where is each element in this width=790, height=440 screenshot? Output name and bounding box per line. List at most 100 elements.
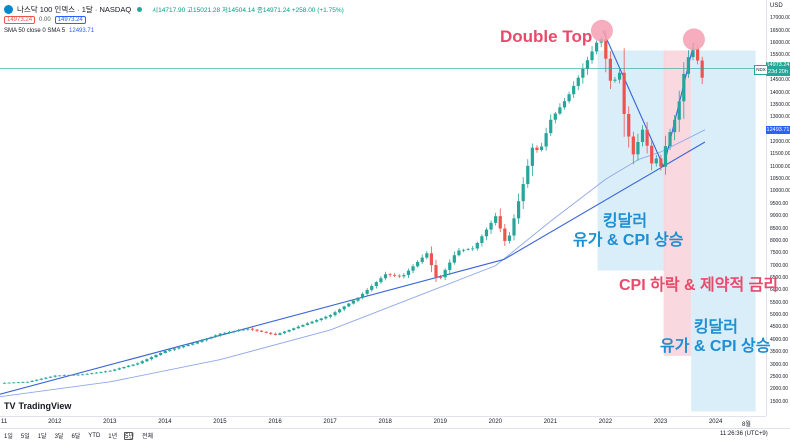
candle-body: [67, 375, 71, 376]
sma-label: SMA 50 close 0 SMA 5: [4, 28, 66, 34]
y-tick-label: 4000.00: [770, 336, 789, 343]
king-dollar-zone-2[interactable]: [691, 50, 756, 412]
candle-body: [90, 373, 94, 374]
indicator-legend[interactable]: SMA 50 close 0 SMA 5 12493.71: [4, 28, 94, 34]
symbol-title[interactable]: 나스닥 100 인덱스 · 1달 · NASDAQ: [17, 4, 132, 14]
timeframe-button[interactable]: 5일: [20, 434, 30, 440]
candle-body: [695, 48, 700, 61]
y-tick-label: 15500.00: [770, 52, 790, 59]
y-tick-label: 10000.00: [770, 188, 790, 195]
candle-body: [484, 229, 489, 237]
timeframe-button[interactable]: 1년: [108, 434, 118, 440]
first-top-marker[interactable]: [590, 19, 613, 42]
x-tick-label: 8월: [741, 422, 751, 428]
candle-body: [319, 318, 323, 321]
clock-readout[interactable]: 11:26:36 (UTC+9): [720, 431, 768, 437]
candle-body: [443, 269, 447, 278]
timeframe-button[interactable]: 1일: [4, 434, 13, 440]
candle-body: [209, 336, 213, 339]
candle-body: [549, 119, 553, 134]
trend-line[interactable]: [602, 30, 665, 167]
timeframe-button[interactable]: YTD: [88, 432, 101, 439]
y-tick-label: 5500.00: [770, 299, 789, 306]
calendar-icon[interactable]: [124, 432, 133, 440]
candle-body: [682, 73, 686, 102]
x-tick-label: 2019: [433, 419, 447, 425]
candle-body: [539, 146, 544, 150]
buy-price-box[interactable]: 14973.24: [54, 16, 86, 24]
x-tick-label: 2021: [543, 419, 558, 425]
candle-body: [581, 68, 585, 78]
sma-line[interactable]: [0, 129, 706, 398]
x-tick-label: 2017: [323, 419, 337, 425]
candle-body: [131, 364, 135, 366]
y-tick-label: 11000.00: [770, 163, 790, 170]
candle-body: [535, 147, 539, 150]
candle-body: [2, 382, 7, 384]
candle-body: [232, 331, 236, 332]
candle-body: [590, 51, 594, 61]
y-tick-label: 7500.00: [770, 250, 789, 257]
candle-body: [691, 48, 695, 58]
timeframe-button[interactable]: 3달: [54, 434, 64, 440]
candle-body: [58, 375, 62, 377]
time-axis[interactable]: 11 2012 2013 2014 2015 2016 2017 2018 2019 2020 20…: [0, 416, 766, 429]
x-tick-label: 2014: [158, 419, 172, 425]
second-top-marker[interactable]: [682, 28, 705, 51]
y-tick-label: 16000.00: [770, 40, 790, 47]
candle-body: [7, 382, 11, 384]
x-tick-label: 2024: [708, 419, 723, 425]
candle-body: [273, 333, 277, 335]
candle-body: [494, 216, 498, 223]
candle-body: [379, 278, 383, 283]
sell-price-box[interactable]: 14973.24: [4, 16, 36, 24]
tradingview-logo-icon: TV: [4, 401, 16, 411]
candle-body: [402, 275, 406, 277]
candle-body: [507, 235, 512, 241]
candle-body: [420, 257, 424, 262]
trend-line[interactable]: [0, 141, 706, 395]
candle-body: [700, 60, 704, 78]
candle-body: [255, 329, 259, 331]
header: 나스닥 100 인덱스 · 1달 · NASDAQ 시14717.90 고150…: [0, 0, 760, 40]
cpi-down-zone[interactable]: [663, 50, 692, 356]
timeframe-button[interactable]: 1달: [37, 434, 47, 440]
king-dollar-zone-1[interactable]: [597, 50, 666, 271]
oil-cpi-text-1: 유가 & CPI 상승: [573, 232, 684, 249]
candle-body: [264, 331, 268, 333]
candle-body: [122, 367, 126, 369]
candle-body: [640, 129, 645, 142]
candle-body: [393, 274, 397, 276]
candle-body: [654, 158, 658, 164]
candle-body: [200, 340, 204, 342]
y-tick-label: 5000.00: [770, 312, 789, 319]
candle-body: [347, 303, 351, 307]
candle-body: [397, 275, 401, 277]
candle-body: [195, 341, 199, 344]
candle-body: [39, 378, 43, 380]
currency-label[interactable]: USD: [770, 3, 783, 9]
last-price-countdown: 23d 20h: [768, 68, 788, 75]
symbol-row[interactable]: 나스닥 100 인덱스 · 1달 · NASDAQ 시14717.90 고150…: [4, 3, 344, 15]
candle-body: [489, 222, 493, 230]
candle-body: [16, 382, 20, 384]
y-tick-label: 8000.00: [770, 237, 789, 244]
y-tick-label: 9000.00: [770, 213, 789, 220]
timeframe-button[interactable]: 5년: [125, 434, 135, 440]
candle-body: [595, 42, 599, 52]
candle-body: [576, 77, 580, 86]
x-tick-label: 2013: [103, 419, 117, 425]
candle-body: [108, 370, 112, 372]
candle-body: [471, 248, 475, 250]
candle-body: [259, 330, 264, 332]
timeframe-button[interactable]: 6달: [71, 434, 81, 440]
candle-body: [149, 357, 154, 360]
candle-body: [250, 328, 255, 330]
timeframe-button[interactable]: 전체: [142, 434, 154, 440]
candle-body: [631, 136, 635, 155]
candle-body: [154, 355, 158, 358]
king-dollar-label-2: 킹달러 유가 & CPI 상승: [660, 318, 770, 356]
y-tick-label: 11500.00: [770, 151, 790, 158]
symbol-tag: NDX: [754, 64, 768, 75]
